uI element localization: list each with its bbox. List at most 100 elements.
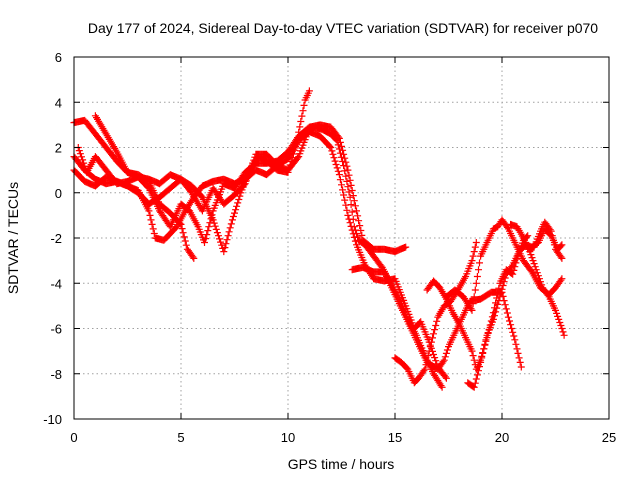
data-point: [553, 309, 561, 317]
x-tick-label: 25: [602, 430, 616, 445]
data-point: [443, 346, 451, 354]
data-point: [339, 146, 347, 154]
data-point: [145, 207, 153, 215]
data-point: [211, 222, 219, 230]
data-point: [508, 263, 516, 271]
data-point: [224, 232, 232, 240]
data-point: [442, 349, 450, 357]
data-point: [421, 365, 429, 373]
data-point: [355, 217, 363, 225]
data-point: [305, 87, 313, 95]
series-12: [524, 218, 566, 262]
data-point: [341, 196, 349, 204]
data-point: [496, 293, 504, 301]
data-point: [536, 275, 543, 283]
data-point: [338, 142, 345, 150]
data-point: [476, 259, 483, 267]
data-point: [506, 317, 513, 325]
data-point: [432, 322, 440, 329]
data-point: [336, 176, 344, 184]
data-point: [475, 367, 482, 375]
data-point: [221, 244, 229, 252]
data-point: [439, 358, 447, 366]
data-point: [477, 358, 485, 366]
data-point: [341, 167, 349, 175]
data-point: [482, 336, 490, 344]
y-axis-label: SDTVAR / TECUs: [5, 182, 21, 294]
axis-ticks: [73, 56, 610, 420]
data-point: [202, 235, 210, 243]
data-point: [327, 144, 335, 151]
data-point: [208, 211, 216, 219]
data-point: [472, 239, 480, 246]
data-point: [358, 231, 366, 239]
data-point: [558, 241, 566, 249]
data-point: [190, 254, 198, 262]
data-point: [507, 321, 515, 329]
data-point: [329, 150, 337, 158]
data-point: [475, 266, 482, 274]
data-point: [223, 236, 231, 244]
y-tick-label: 6: [55, 50, 62, 65]
data-point: [441, 373, 449, 381]
data-point: [470, 356, 478, 364]
data-point: [431, 326, 439, 334]
data-point: [558, 325, 566, 332]
data-point: [233, 202, 241, 210]
series-5: [91, 112, 450, 382]
data-point: [285, 165, 293, 173]
y-tick-label: -4: [50, 276, 62, 291]
data-point: [491, 312, 498, 320]
data-point: [206, 219, 214, 227]
data-point: [479, 349, 487, 357]
data-point: [353, 207, 360, 215]
data-point: [250, 156, 258, 164]
data-point: [494, 300, 502, 308]
data-point: [348, 226, 356, 234]
data-point: [501, 274, 509, 282]
data-point: [557, 322, 565, 329]
data-point: [147, 216, 155, 224]
data-point: [471, 243, 479, 251]
data-point: [433, 317, 441, 325]
chart-title: Day 177 of 2024, Sidereal Day-to-day VTE…: [88, 20, 598, 36]
data-point: [468, 257, 476, 265]
data-point: [429, 334, 436, 342]
data-point: [511, 336, 519, 344]
data-point: [345, 171, 353, 179]
data-point: [513, 345, 521, 353]
x-axis-label: GPS time / hours: [288, 456, 395, 472]
data-point: [558, 275, 566, 283]
data-point: [517, 363, 525, 371]
data-point: [346, 193, 354, 201]
x-tick-label: 15: [388, 430, 402, 445]
series-10: [464, 225, 566, 391]
data-point: [79, 156, 87, 164]
series-6: [348, 263, 525, 373]
data-point: [347, 181, 355, 189]
data-point: [529, 257, 537, 265]
data-point: [470, 248, 478, 256]
data-point: [471, 379, 479, 387]
data-point: [222, 240, 230, 248]
data-point: [556, 319, 564, 326]
data-point: [334, 133, 342, 141]
data-point: [431, 354, 439, 362]
data-point: [248, 162, 256, 170]
data-point: [207, 215, 215, 223]
data-point: [557, 253, 565, 261]
data-point: [298, 112, 306, 120]
data-point: [503, 223, 511, 231]
data-point: [216, 235, 223, 243]
data-point: [189, 253, 197, 261]
data-point: [509, 270, 517, 278]
data-point: [236, 192, 244, 200]
data-point: [344, 166, 352, 174]
data-point: [328, 147, 336, 155]
y-tick-labels: -10 -8 -6 -4 -2 0 2 4 6: [43, 50, 62, 427]
data-point: [468, 306, 476, 314]
data-point: [342, 201, 350, 209]
data-point: [512, 340, 520, 348]
data-point: [557, 276, 565, 284]
data-point: [242, 177, 250, 185]
